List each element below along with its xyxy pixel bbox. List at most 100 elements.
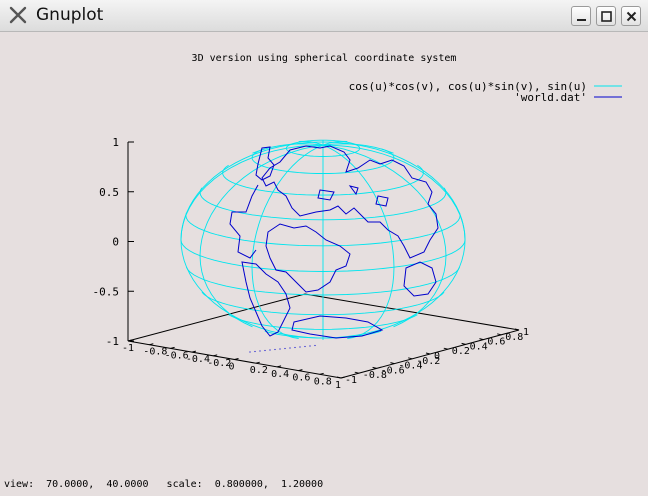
y-tick-mark xyxy=(514,328,520,331)
hidden-dot xyxy=(284,347,286,350)
plot-canvas[interactable]: 3D version using spherical coordinate sy… xyxy=(0,33,648,496)
coast-north-america xyxy=(229,146,275,259)
hidden-dot xyxy=(259,350,261,352)
y-tick-mark xyxy=(336,376,342,379)
axes-frame xyxy=(127,142,520,379)
coast-antarctica xyxy=(291,315,384,339)
hidden-dot xyxy=(274,348,276,351)
y-tick-label: -0.4 xyxy=(398,361,422,372)
x-ticks: -1 -0.8-0.6-0.4-0.20 0.2 0.4 0.6 0.8 1 xyxy=(122,339,346,391)
y-tick-label: 0.8 xyxy=(505,332,523,343)
sphere-meridian-line xyxy=(252,143,324,154)
hidden-dot xyxy=(304,345,306,348)
z-tick-label: -1 xyxy=(106,335,119,348)
x-tick-label: 0.2 xyxy=(250,365,268,376)
y-tick-mark xyxy=(354,371,359,374)
y-tick-mark xyxy=(479,338,484,341)
z-tick-label: -0.5 xyxy=(93,285,120,298)
maximize-button[interactable] xyxy=(596,6,616,26)
x-tick-label: 0.4 xyxy=(271,369,289,380)
hidden-dot xyxy=(279,348,281,350)
coast-africa xyxy=(265,223,351,293)
x-tick-label: 0.6 xyxy=(292,373,310,384)
y-tick-label: -0.8 xyxy=(363,370,387,381)
y-tick-label: 0 xyxy=(434,351,440,362)
z-tick-label: 0 xyxy=(112,236,119,249)
sphere-outline xyxy=(180,141,466,339)
x-tick-label: -0.2 xyxy=(207,358,231,369)
status-line: view: 70.0000, 40.0000 scale: 0.800000, … xyxy=(4,479,324,490)
x-tick-mark xyxy=(319,372,324,375)
hidden-dot xyxy=(269,349,271,351)
hidden-dot xyxy=(254,350,256,353)
x-tick-label: -0.8 xyxy=(143,347,167,358)
legend-label-sphere: cos(u)*cos(v), cos(u)*sin(v), sin(u) xyxy=(349,80,587,93)
x-tick-mark xyxy=(298,369,303,372)
x-logo-icon xyxy=(9,6,27,24)
y-tick-mark xyxy=(372,366,377,369)
close-button[interactable] xyxy=(621,6,641,26)
x-tick-mark xyxy=(149,343,154,346)
hidden-dot xyxy=(289,347,291,349)
x-tick-mark xyxy=(234,358,239,360)
hidden-mesh-dots xyxy=(249,344,316,353)
window-title: Gnuplot xyxy=(36,5,104,25)
sphere-meridian-line xyxy=(322,140,348,146)
x-tick-label: 0.8 xyxy=(314,376,332,387)
legend-label-world: 'world.dat' xyxy=(514,91,587,104)
x-tick-label: -0.6 xyxy=(165,350,189,361)
z-tick-label: 1 xyxy=(112,136,119,149)
back-edge-line xyxy=(304,293,520,331)
coast-australia xyxy=(403,261,437,297)
x-tick-mark xyxy=(340,376,346,379)
close-icon xyxy=(626,11,637,22)
y-tick-label: -0.6 xyxy=(381,365,405,376)
sphere-meridian-line xyxy=(322,144,447,328)
y-tick-mark xyxy=(461,342,466,345)
hidden-dot xyxy=(309,345,311,347)
y-tick-label: 0.2 xyxy=(452,346,470,357)
y-tick-mark xyxy=(497,333,502,336)
coast-islands xyxy=(317,185,389,207)
x-tick-label: 1 xyxy=(335,380,341,391)
hidden-dot xyxy=(299,346,301,348)
chart-title: 3D version using spherical coordinate sy… xyxy=(192,53,457,64)
x-tick-mark xyxy=(255,361,260,364)
coast-south-america xyxy=(241,261,291,337)
coast-europe-asia xyxy=(261,145,439,259)
x-tick-mark xyxy=(213,354,218,357)
hidden-dot xyxy=(294,346,296,349)
minimize-icon xyxy=(577,19,586,21)
x-tick-label: -1 xyxy=(122,343,134,354)
minimize-button[interactable] xyxy=(571,6,591,26)
sphere-meridian-line xyxy=(251,144,324,339)
x-tick-label: -0.4 xyxy=(186,354,210,365)
title-bar[interactable]: Gnuplot xyxy=(0,0,648,32)
sphere-meridian-line xyxy=(322,143,394,154)
y-ticks: -1 -0.8-0.6-0.4-0.20 0.2 0.4 0.6 0.8 1 xyxy=(336,327,529,386)
sphere-meridian-line xyxy=(298,140,324,146)
sphere-mesh xyxy=(180,139,466,340)
y-tick-label: -0.2 xyxy=(416,356,440,367)
maximize-icon xyxy=(601,11,612,22)
y-tick-label: -1 xyxy=(345,375,357,386)
y-tick-mark xyxy=(408,357,413,360)
z-tick-label: 0.5 xyxy=(99,186,119,199)
x-tick-mark xyxy=(127,339,133,342)
y-tick-label: 1 xyxy=(523,327,529,338)
sphere-meridian-line xyxy=(199,144,324,328)
hidden-dot xyxy=(314,344,316,347)
x-tick-mark xyxy=(191,350,197,353)
hidden-dot xyxy=(264,349,266,352)
y-tick-label: 0.4 xyxy=(470,341,488,352)
world-coastlines xyxy=(229,145,439,339)
y-tick-mark xyxy=(443,347,448,350)
x-tick-mark xyxy=(170,346,175,349)
hidden-dot xyxy=(249,351,251,353)
y-tick-mark xyxy=(425,352,431,355)
y-tick-label: 0.6 xyxy=(487,337,505,348)
x-tick-label: 0 xyxy=(229,362,235,373)
x-tick-mark xyxy=(276,365,282,368)
z-ticks: 1 0.5 0 -0.5 -1 xyxy=(93,136,134,348)
